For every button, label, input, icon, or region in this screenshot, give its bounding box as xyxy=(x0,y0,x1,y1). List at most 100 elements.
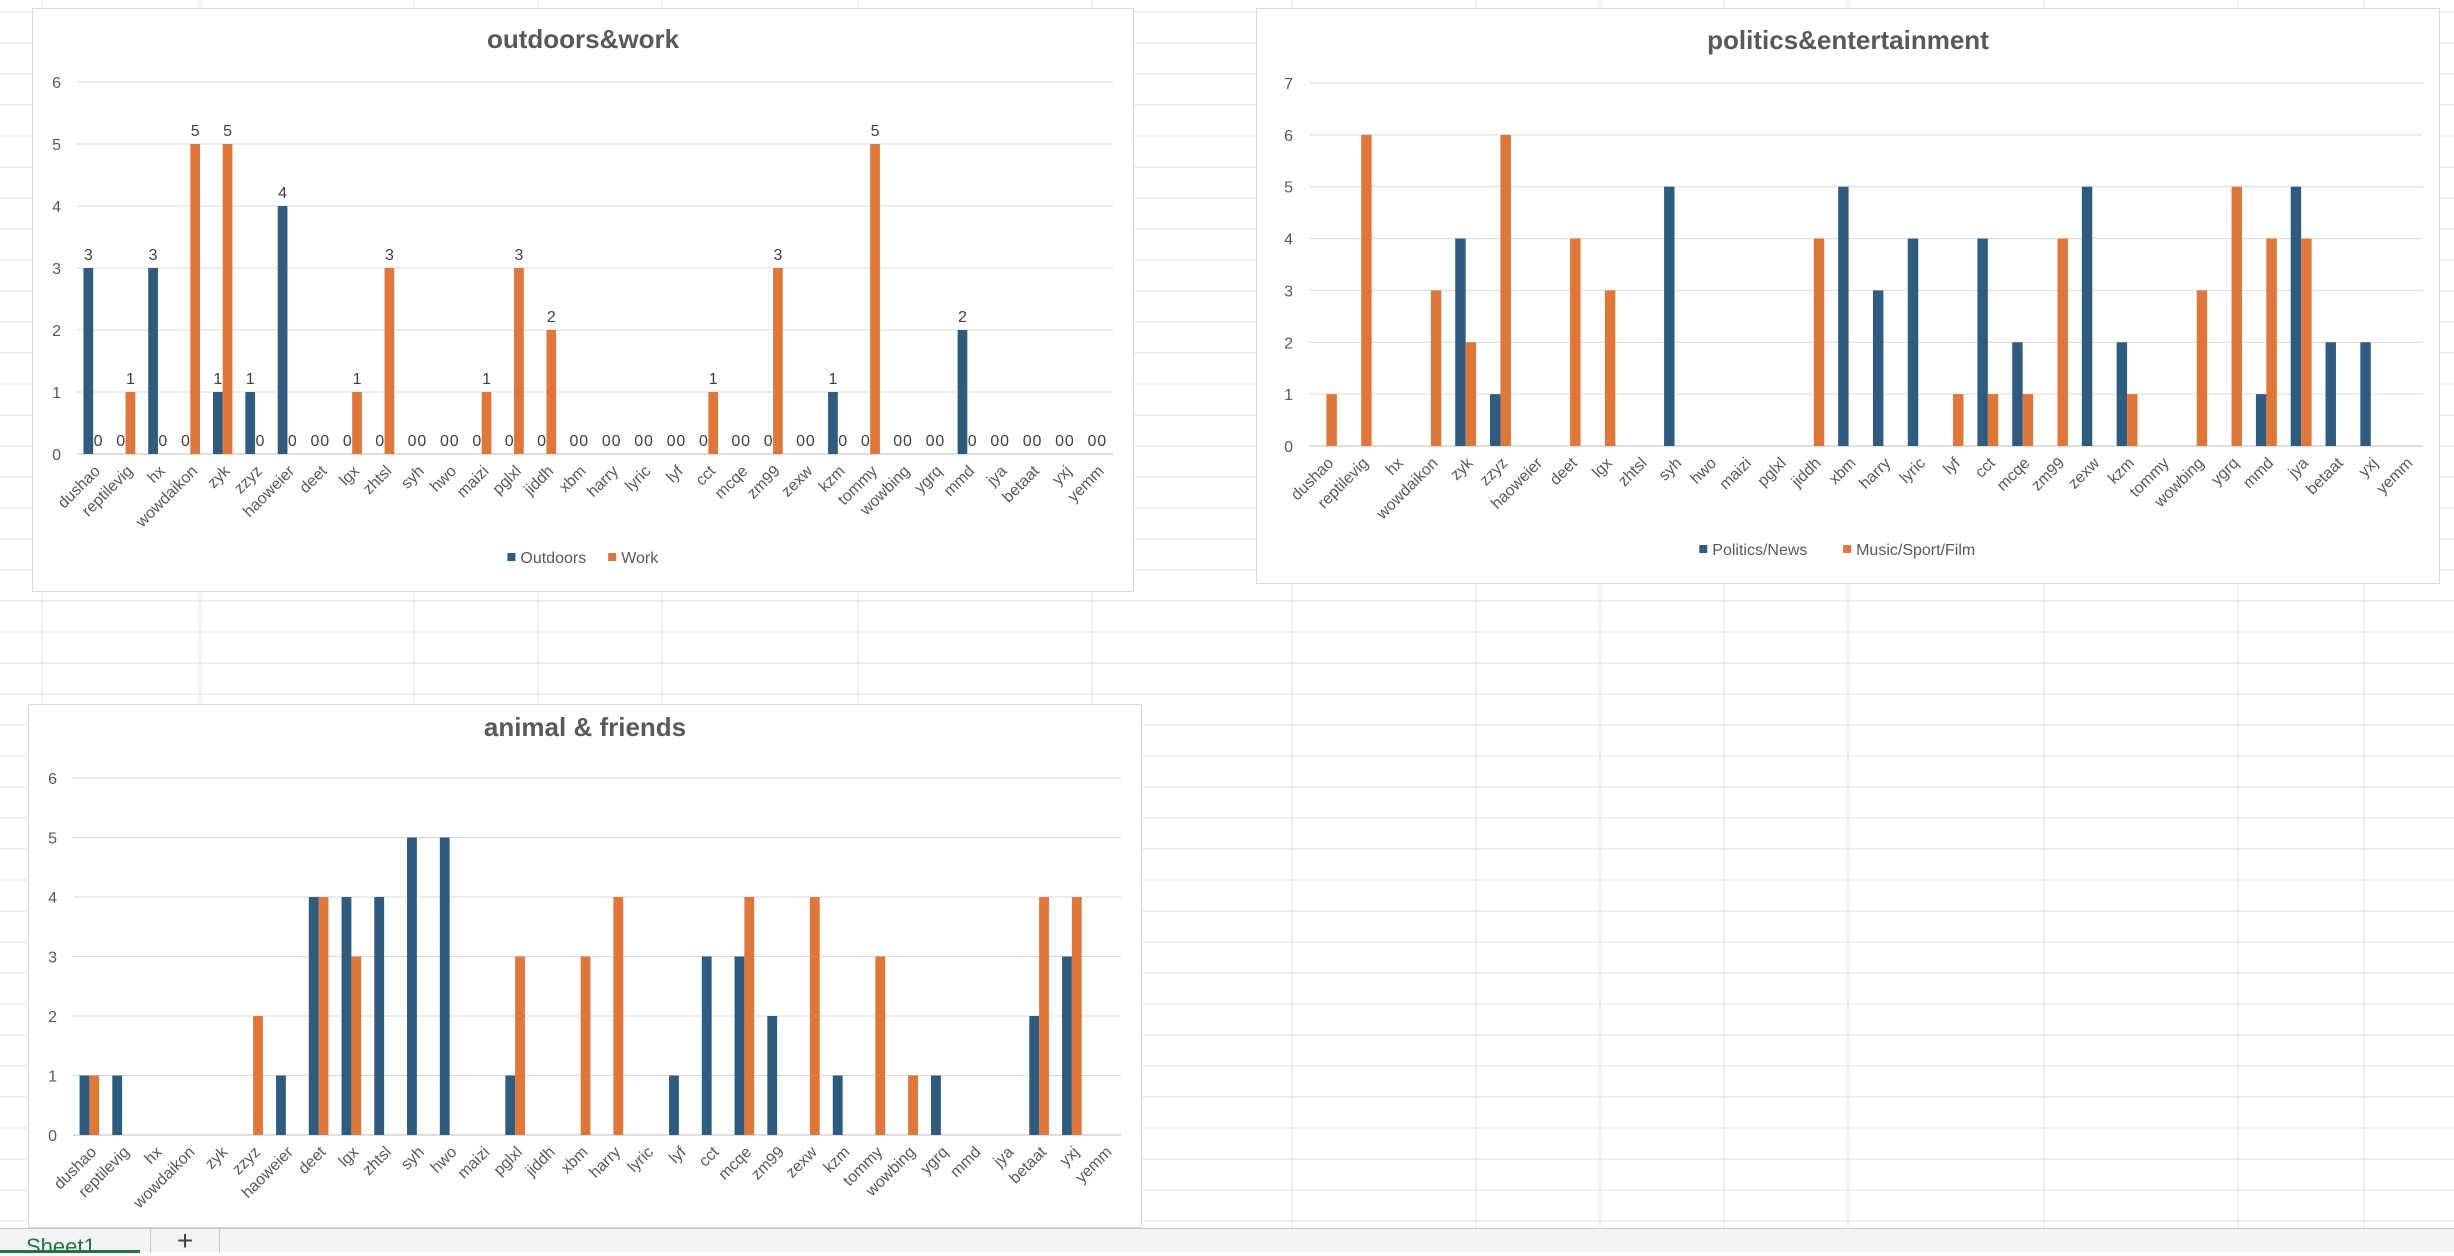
bar-series-1 xyxy=(669,1075,679,1135)
x-tick-label: xbm xyxy=(556,463,589,496)
x-tick-label: mcqe xyxy=(716,1144,756,1184)
y-tick-label: 3 xyxy=(52,261,61,278)
x-tick-label: betaat xyxy=(1006,1143,1050,1187)
sheet-tab[interactable]: Sheet1 xyxy=(0,1229,140,1253)
x-tick-label: syh xyxy=(1656,455,1686,485)
data-label: 0 xyxy=(935,433,944,450)
chart-animal-friends[interactable]: animal & friends 0 1 2 3 4 5 6 dushao reptilevig… xyxy=(28,704,1142,1228)
data-label: 0 xyxy=(764,433,773,450)
x-tick-label: pglxl xyxy=(1755,455,1790,490)
x-tick-label: jya xyxy=(990,1144,1017,1171)
bar-work xyxy=(384,268,395,454)
bar-politics-news xyxy=(2081,186,2093,446)
y-tick-label: 5 xyxy=(52,137,61,154)
bar-music-sport-film xyxy=(1430,290,1442,446)
data-label: 0 xyxy=(968,433,977,450)
x-tick-label: xbm xyxy=(1826,455,1859,488)
x-tick-label: harry xyxy=(584,463,622,501)
data-label: 0 xyxy=(861,433,870,450)
bar-politics-news xyxy=(1490,394,1501,446)
chart-title: outdoors&work xyxy=(487,24,680,54)
bar-music-sport-film xyxy=(2127,394,2138,446)
bar-series-2 xyxy=(1039,897,1049,1135)
y-tick-label: 6 xyxy=(52,75,61,92)
bar-work xyxy=(514,268,524,454)
data-label: 0 xyxy=(667,433,676,450)
bar-series-2 xyxy=(351,956,362,1135)
x-tick-label: syh xyxy=(398,463,428,493)
chart-outdoors-work[interactable]: outdoors&work 0 1 2 3 4 5 6 dushao reptilevig hx w… xyxy=(32,8,1134,592)
x-tick-label: cct xyxy=(1972,454,1999,481)
data-label: 0 xyxy=(741,433,750,450)
data-label: 0 xyxy=(537,433,546,450)
data-label: 0 xyxy=(320,433,329,450)
bar-series-1 xyxy=(1029,1016,1040,1135)
x-tick-label: yemm xyxy=(1065,463,1108,506)
data-label: 0 xyxy=(731,433,740,450)
x-tick-label: betaat xyxy=(999,462,1043,506)
data-label: 0 xyxy=(1032,433,1041,450)
x-tick-label: betaat xyxy=(2303,454,2347,498)
bar-music-sport-film xyxy=(1326,394,1337,446)
bar-politics-news xyxy=(2255,394,2267,446)
x-tick-label: deet xyxy=(297,462,331,496)
data-label: 1 xyxy=(829,371,838,388)
data-label: 2 xyxy=(547,309,556,326)
y-tick-label: 3 xyxy=(48,950,57,967)
x-tick-label: zm99 xyxy=(744,463,784,503)
data-label: 5 xyxy=(223,123,232,140)
bar-series-1 xyxy=(701,956,712,1135)
data-label: 0 xyxy=(116,433,125,450)
bar-work xyxy=(870,144,880,454)
legend-entry: Outdoors xyxy=(520,550,586,567)
data-label: 0 xyxy=(1097,433,1106,450)
x-tick-label: cct xyxy=(693,462,720,489)
y-tick-label: 4 xyxy=(1284,232,1293,249)
bar-outdoors xyxy=(277,206,288,454)
x-tick-label: lyric xyxy=(622,463,654,495)
add-sheet-button[interactable]: + xyxy=(150,1227,220,1255)
data-label: 0 xyxy=(570,433,579,450)
data-label: 0 xyxy=(505,433,514,450)
data-label: 0 xyxy=(158,433,167,450)
bar-series-1 xyxy=(505,1075,516,1135)
data-label: 0 xyxy=(472,433,481,450)
data-label: 0 xyxy=(676,433,685,450)
data-label: 0 xyxy=(1023,433,1032,450)
x-tick-label: harry xyxy=(586,1144,624,1182)
bar-politics-news xyxy=(1838,186,1849,446)
y-tick-label: 5 xyxy=(48,831,57,848)
bar-series-2 xyxy=(613,897,624,1135)
x-tick-label: jiddh xyxy=(522,1144,559,1181)
chart-politics-entertainment[interactable]: politics&entertainment 0 1 2 3 4 5 6 7 dushao rep… xyxy=(1256,8,2440,584)
data-label: 0 xyxy=(181,433,190,450)
data-label: 0 xyxy=(699,433,708,450)
y-tick-label: 3 xyxy=(1284,283,1293,300)
y-tick-label: 4 xyxy=(52,199,61,216)
data-label: 0 xyxy=(440,433,449,450)
x-tick-label: zyk xyxy=(1447,454,1477,484)
bar-work xyxy=(352,392,362,454)
bar-series-2 xyxy=(515,956,525,1135)
bar-series-1 xyxy=(767,1016,778,1135)
bar-series-1 xyxy=(374,897,385,1135)
x-tick-label: zhtsl xyxy=(360,463,395,498)
x-tick-label: mcqe xyxy=(712,463,752,503)
x-tick-label: zexw xyxy=(2065,454,2103,492)
data-label: 0 xyxy=(408,433,417,450)
x-tick-label: lyf xyxy=(1941,454,1965,478)
data-label: 0 xyxy=(255,433,264,450)
data-label: 2 xyxy=(958,309,967,326)
bar-outdoors xyxy=(83,268,94,454)
data-label: 0 xyxy=(990,433,999,450)
bar-series-1 xyxy=(407,837,417,1135)
data-label: 1 xyxy=(126,371,135,388)
data-label: 0 xyxy=(579,433,588,450)
bar-politics-news xyxy=(2360,342,2371,446)
data-label: 0 xyxy=(1088,433,1097,450)
data-label: 0 xyxy=(288,433,297,450)
data-label: 0 xyxy=(94,433,103,450)
data-label: 1 xyxy=(213,371,222,388)
bar-series-2 xyxy=(580,956,591,1135)
x-tick-label: jya xyxy=(2285,455,2312,482)
